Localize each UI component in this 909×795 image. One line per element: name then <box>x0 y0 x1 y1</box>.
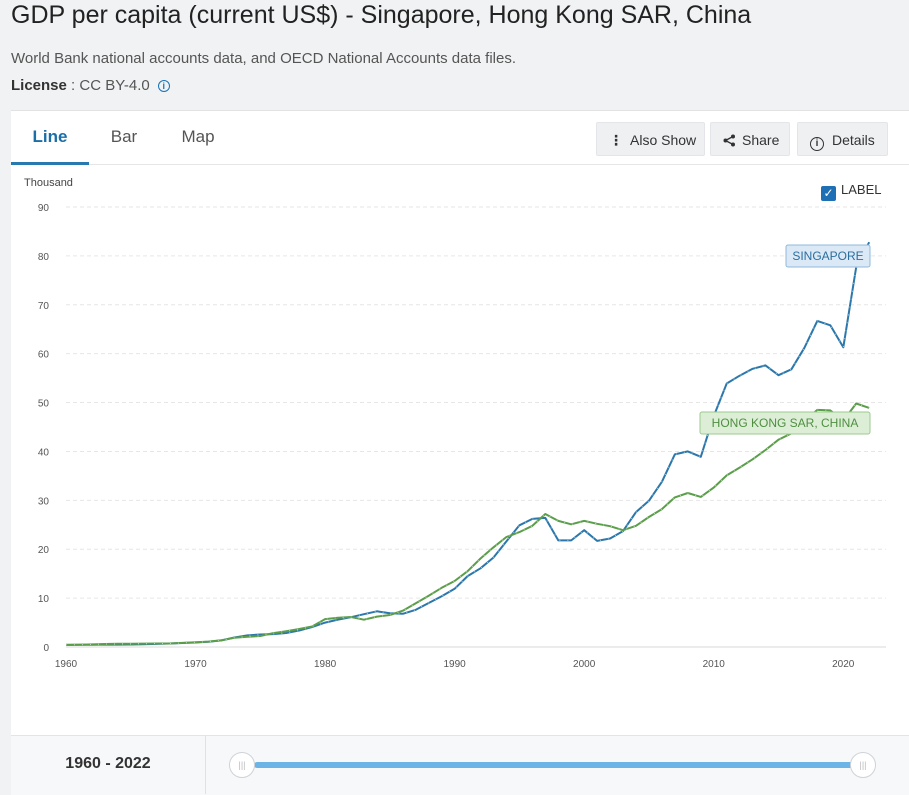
range-slider-start-handle[interactable]: ||| <box>229 752 255 778</box>
x-tick-label: 1990 <box>444 659 467 670</box>
x-tick-label: 1970 <box>184 659 207 670</box>
year-range-label: 1960 - 2022 <box>11 736 206 794</box>
year-range-bar: 1960 - 2022 ||| ||| <box>11 735 909 795</box>
page-title: GDP per capita (current US$) - Singapore… <box>11 1 752 29</box>
chart-tabs: Line Bar Map ⋮ Also Show Share i Details <box>11 111 909 165</box>
series-label-singapore: SINGAPORE <box>792 249 863 263</box>
license-label: License <box>11 77 67 94</box>
y-tick-label: 30 <box>38 496 50 507</box>
series-line-singapore <box>65 241 871 646</box>
range-slider-track[interactable] <box>254 762 864 768</box>
share-button[interactable]: Share <box>710 122 790 156</box>
x-tick-label: 1980 <box>314 659 337 670</box>
y-tick-label: 10 <box>38 594 50 605</box>
series-line-pattern <box>65 402 870 646</box>
label-toggle[interactable]: ✓ LABEL <box>821 182 881 201</box>
y-axis-unit-label: Thousand <box>24 177 73 189</box>
series-label-hong-kong: HONG KONG SAR, CHINA <box>712 416 859 430</box>
x-tick-label: 1960 <box>55 659 78 670</box>
series-line-pattern <box>65 241 870 646</box>
y-tick-label: 0 <box>43 643 49 654</box>
y-tick-label: 40 <box>38 447 50 458</box>
share-icon <box>723 134 735 147</box>
x-tick-label: 2000 <box>573 659 596 670</box>
y-tick-label: 80 <box>38 252 50 263</box>
chart-card: Line Bar Map ⋮ Also Show Share i Details T… <box>11 110 909 735</box>
tab-line[interactable]: Line <box>11 111 89 165</box>
also-show-button[interactable]: ⋮ Also Show <box>596 122 705 156</box>
info-icon[interactable]: i <box>157 80 170 92</box>
details-label: Details <box>832 132 875 148</box>
tab-map[interactable]: Map <box>181 127 215 146</box>
info-circle-icon: i <box>810 137 824 151</box>
more-vertical-icon: ⋮ <box>609 132 623 148</box>
x-tick-label: 2010 <box>703 659 726 670</box>
series-line-hong-kong <box>65 402 870 646</box>
checkbox-checked-icon[interactable]: ✓ <box>821 186 836 201</box>
also-show-label: Also Show <box>630 132 697 148</box>
license-separator: : <box>66 77 80 94</box>
license-line: License : CC BY-4.0 i <box>11 77 170 94</box>
series-label-singapore-box <box>785 244 871 268</box>
label-toggle-text: LABEL <box>841 182 882 197</box>
y-tick-label: 70 <box>38 301 50 312</box>
x-tick-label: 2020 <box>832 659 855 670</box>
y-tick-label: 60 <box>38 350 50 361</box>
tab-bar[interactable]: Bar <box>110 127 138 146</box>
license-value[interactable]: CC BY-4.0 <box>79 77 150 94</box>
range-slider-end-handle[interactable]: ||| <box>850 752 876 778</box>
share-label: Share <box>742 132 780 148</box>
details-button[interactable]: i Details <box>797 122 888 156</box>
y-tick-label: 20 <box>38 545 50 556</box>
series-label-hong-kong-box <box>699 411 871 435</box>
y-tick-label: 50 <box>38 399 50 410</box>
data-source: World Bank national accounts data, and O… <box>11 50 517 67</box>
line-chart: 0 10 20 30 40 50 60 70 80 90 1960 1970 1980 1990 2000 2… <box>38 203 886 670</box>
y-tick-label: 90 <box>38 203 50 214</box>
